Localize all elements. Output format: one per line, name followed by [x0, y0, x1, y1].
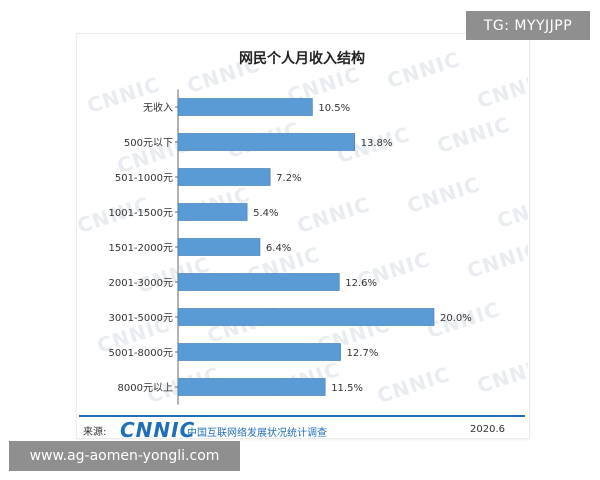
- category-label: 无收入: [143, 101, 173, 114]
- footer-divider: [79, 415, 525, 417]
- value-label: 11.5%: [331, 383, 363, 394]
- bar: [177, 343, 341, 361]
- value-label: 13.8%: [361, 138, 393, 149]
- value-label: 20.0%: [440, 313, 472, 324]
- value-label: 12.7%: [347, 348, 379, 359]
- cnnic-logo: CNNIC: [120, 418, 196, 442]
- bar: [177, 273, 340, 291]
- category-label: 501-1000元: [115, 173, 173, 184]
- category-label: 8000元以上: [118, 382, 173, 394]
- bar: [177, 133, 355, 151]
- category-label: 1501-2000元: [108, 243, 173, 254]
- value-label: 12.6%: [345, 278, 377, 289]
- category-label: 500元以下: [124, 138, 173, 149]
- value-label: 5.4%: [253, 208, 278, 219]
- tg-overlay-badge: TG: MYYJJPP: [466, 11, 590, 40]
- footer-source-label: 来源:: [83, 427, 107, 438]
- category-label: 3001-5000元: [108, 313, 173, 324]
- category-label: 2001-3000元: [108, 278, 173, 289]
- bar: [177, 98, 313, 116]
- category-label: 1001-1500元: [108, 208, 173, 219]
- value-label: 6.4%: [266, 243, 291, 254]
- value-label: 10.5%: [318, 103, 350, 114]
- value-label: 7.2%: [276, 173, 301, 184]
- bar: [177, 168, 271, 186]
- footer-date: 2020.6: [470, 424, 505, 435]
- bar: [177, 203, 248, 221]
- bar: [177, 308, 435, 326]
- category-label: 5001-8000元: [108, 348, 173, 359]
- bar: [177, 238, 261, 256]
- chart-title: 网民个人月收入结构: [239, 51, 365, 67]
- footer-organization: 中国互联网络发展状况统计调查: [187, 428, 327, 439]
- url-overlay-badge: www.ag-aomen-yongli.com: [9, 441, 240, 471]
- bar: [177, 378, 326, 396]
